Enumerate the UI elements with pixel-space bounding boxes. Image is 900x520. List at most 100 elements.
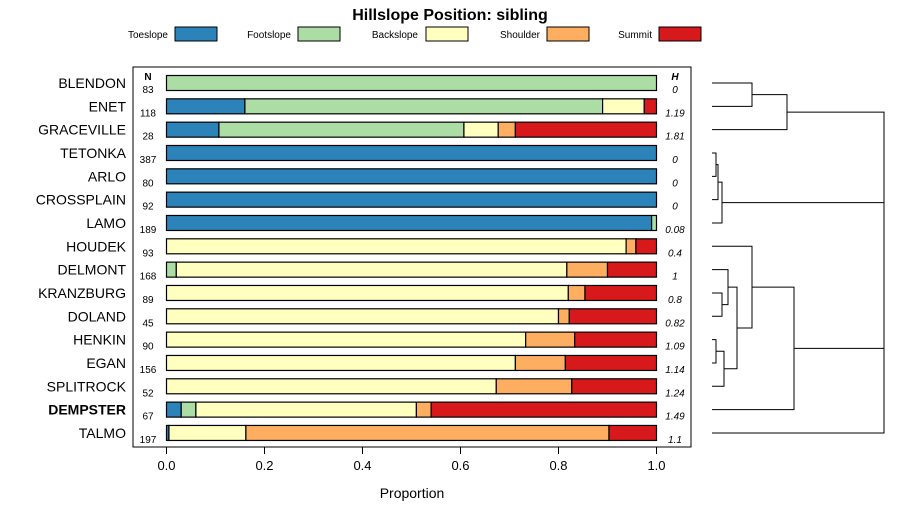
row-n-value: 156 <box>140 365 157 376</box>
dendrogram-link <box>712 347 885 434</box>
bar-row: DOLAND 45 0.82 <box>68 308 685 329</box>
bar-segment-toeslope <box>165 401 182 418</box>
row-label: DOLAND <box>68 308 126 324</box>
bar-segment-toeslope <box>165 144 658 162</box>
bar-segment-summit <box>643 98 658 115</box>
legend-label-footslope: Footslope <box>247 30 291 41</box>
row-label: TETONKA <box>60 145 127 161</box>
bar-segment-toeslope <box>165 121 220 138</box>
legend: Toeslope Footslope Backslope Shoulder Summit <box>128 26 702 42</box>
row-n-value: 83 <box>142 85 154 96</box>
bar-segment-backslope <box>463 121 499 138</box>
row-label: HENKIN <box>73 332 126 348</box>
legend-swatch-shoulder <box>546 26 590 42</box>
dendrogram-link <box>712 152 717 177</box>
row-n-value: 89 <box>142 295 154 306</box>
bar-segment-shoulder <box>514 354 566 372</box>
bar-segment-backslope <box>175 261 568 278</box>
bar-segment-backslope <box>165 308 560 325</box>
legend-label-summit: Summit <box>618 30 652 41</box>
bar-row: EGAN 156 1.14 <box>86 354 685 376</box>
bar-segment-summit <box>635 238 658 255</box>
bar-segment-shoulder <box>245 424 610 442</box>
bar-segment-shoulder <box>567 284 586 302</box>
bar-row: HENKIN 90 1.09 <box>73 331 685 353</box>
bar-segment-footslope <box>180 401 197 418</box>
row-n-value: 197 <box>140 435 157 446</box>
row-n-value: 168 <box>140 272 157 283</box>
bar-segment-summit <box>564 354 658 372</box>
row-h-value: 0.4 <box>668 248 682 259</box>
x-axis: 0.0 0.2 0.4 0.6 0.8 1.0 <box>157 447 666 473</box>
bar-segment-backslope <box>601 98 645 115</box>
n-column-header: N <box>144 72 151 83</box>
bar-segment-summit <box>571 378 658 395</box>
row-label: LAMO <box>86 215 126 231</box>
plot-frame <box>132 66 692 448</box>
bar-segment-summit <box>430 401 658 418</box>
row-label: SPLITROCK <box>47 378 127 394</box>
bar-segment-summit <box>606 261 658 278</box>
bar-segment-summit <box>574 331 658 348</box>
bar-row: CROSSPLAIN 92 0 <box>36 191 678 213</box>
dendrogram-link <box>712 94 788 131</box>
dendrogram-link <box>722 111 885 204</box>
x-tick-label: 0.8 <box>549 458 567 473</box>
bar-segment-backslope <box>165 284 569 302</box>
bar-segment-shoulder <box>566 261 609 278</box>
legend-swatch-backslope <box>425 26 469 42</box>
bar-row: DELMONT 168 1 <box>58 261 678 283</box>
row-label: HOUDEK <box>66 238 127 254</box>
row-h-value: 0.82 <box>665 318 685 329</box>
row-h-value: 0 <box>672 85 678 96</box>
row-h-value: 0.8 <box>668 295 682 306</box>
legend-label-backslope: Backslope <box>372 30 419 41</box>
bar-segment-summit <box>514 121 658 138</box>
row-n-value: 92 <box>142 202 154 213</box>
row-h-value: 0 <box>672 202 678 213</box>
dendrogram <box>712 82 885 434</box>
row-n-value: 118 <box>140 108 156 119</box>
bar-row: TETONKA 387 0 <box>60 144 678 166</box>
row-n-value: 28 <box>142 132 154 143</box>
bar-segment-shoulder <box>495 378 573 395</box>
row-h-value: 1.49 <box>665 412 685 423</box>
bar-row: HOUDEK 93 0.4 <box>66 238 682 259</box>
row-label: CROSSPLAIN <box>36 192 126 208</box>
bar-segment-summit <box>568 308 658 325</box>
row-n-value: 67 <box>142 412 154 423</box>
dendrogram-link <box>712 269 729 306</box>
row-n-value: 80 <box>142 178 154 189</box>
dendrogram-link <box>712 350 725 387</box>
bar-segment-summit <box>608 424 658 442</box>
row-label: GRACEVILLE <box>38 122 126 138</box>
row-label: ARLO <box>88 168 126 184</box>
x-tick-label: 0.6 <box>451 458 469 473</box>
row-h-value: 1.1 <box>668 435 682 446</box>
row-h-value: 1 <box>672 272 678 283</box>
row-h-value: 0.08 <box>665 225 685 236</box>
chart-title: Hillslope Position: sibling <box>352 7 548 24</box>
bar-segment-backslope <box>165 354 516 372</box>
bar-segment-summit <box>584 284 658 302</box>
x-tick-label: 0.2 <box>255 458 273 473</box>
legend-swatch-toeslope <box>174 26 218 42</box>
row-n-value: 45 <box>142 318 154 329</box>
x-tick-label: 1.0 <box>647 458 665 473</box>
row-h-value: 1.81 <box>665 132 684 143</box>
legend-swatch-footslope <box>297 26 341 42</box>
row-label: TALMO <box>79 425 126 441</box>
bar-segment-backslope <box>165 331 527 348</box>
bar-segment-shoulder <box>525 331 576 348</box>
bar-segment-shoulder <box>557 308 570 325</box>
dendrogram-link <box>712 292 723 317</box>
bar-segment-footslope <box>165 261 177 278</box>
x-tick-label: 0.4 <box>353 458 371 473</box>
bar-row: LAMO 189 0.08 <box>86 214 685 236</box>
dendrogram-link <box>724 286 738 370</box>
x-tick-label: 0.0 <box>157 458 175 473</box>
bar-segment-shoulder <box>625 238 637 255</box>
row-label: BLENDON <box>58 75 126 91</box>
row-label: EGAN <box>86 355 126 371</box>
